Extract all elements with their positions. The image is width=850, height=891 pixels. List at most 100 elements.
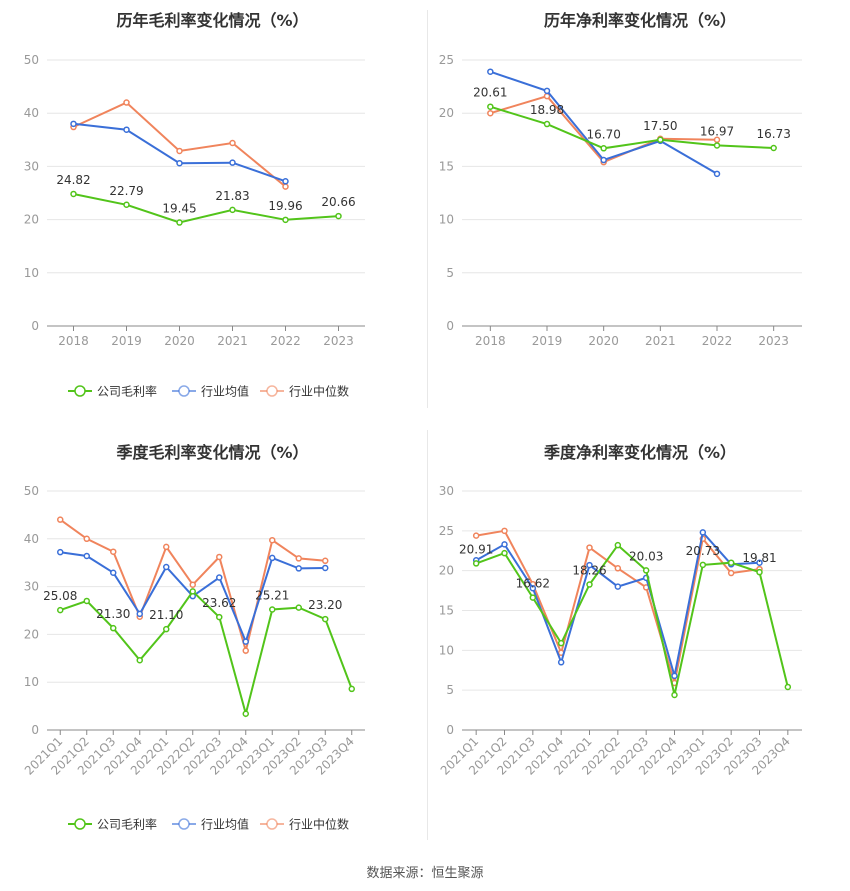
data-point [282,183,289,190]
data-point [269,554,276,562]
data-point [501,549,508,557]
x-tick-label: 2020 [164,334,195,348]
x-tick-label: 2020 [588,334,619,348]
y-tick-label: 20 [24,627,39,641]
legend-marker [266,385,278,397]
data-point [529,584,537,592]
y-tick-label: 30 [439,484,454,498]
vertical-divider-top [427,10,428,408]
y-tick-label: 50 [24,53,39,67]
data-point [83,535,90,543]
data-label: 25.08 [43,589,77,603]
data-point [501,541,508,548]
data-label: 23.62 [202,596,236,610]
data-label: 21.10 [149,608,183,622]
series-line-0 [59,589,353,718]
legend-marker [266,818,278,830]
legend-label: 行业中位数 [289,384,349,399]
vertical-divider-bottom [427,430,428,840]
data-point [189,588,196,595]
y-tick-label: 10 [439,213,454,227]
data-point [295,604,302,611]
data-label: 18.98 [530,103,564,117]
data-point [295,555,302,562]
x-tick-label: 2021 [217,334,248,348]
data-point [543,87,551,95]
y-tick-label: 20 [24,213,39,227]
data-point [642,567,650,574]
data-point [472,560,480,567]
data-point [70,190,77,198]
data-point [70,120,77,128]
data-label: 16.73 [756,127,790,141]
data-point [163,543,170,551]
y-tick-label: 5 [446,266,454,280]
data-point [136,610,143,618]
legend-marker [178,818,190,830]
y-tick-label: 25 [439,53,454,67]
data-point [229,139,236,147]
legend-label: 公司毛利率 [97,384,157,399]
data-point [322,557,329,565]
legend-label: 公司毛利率 [97,817,157,832]
data-point [269,536,276,544]
data-point [699,529,707,536]
data-point [57,516,64,523]
data-point [727,559,735,566]
data-point [110,624,117,632]
series-line-0 [475,543,789,696]
series-line-0 [490,105,774,150]
data-label: 22.79 [109,184,143,198]
data-label: 21.30 [96,607,130,621]
x-tick-label: 2018 [475,334,506,348]
data-point [727,569,735,577]
data-point [110,569,117,576]
data-point [756,559,763,566]
series-line-2 [73,101,287,188]
data-point [282,216,289,224]
data-point [295,565,302,572]
data-point [83,552,90,560]
x-tick-label: 2023 [758,334,789,348]
data-point [269,606,276,613]
data-label: 20.91 [459,542,493,556]
data-point [242,647,249,654]
y-tick-label: 15 [439,604,454,618]
y-tick-label: 10 [439,643,454,657]
data-label: 23.20 [308,598,342,612]
data-point [671,672,678,680]
data-point [123,201,130,209]
y-tick-label: 15 [439,159,454,173]
data-point [229,206,236,214]
data-point [242,638,249,645]
data-label: 17.50 [643,119,677,133]
data-point [713,170,721,178]
data-point [335,212,342,220]
data-point [487,109,494,117]
y-tick-label: 20 [439,564,454,578]
data-point [348,685,355,693]
y-tick-label: 10 [24,675,39,689]
data-source-note: 数据来源：恒生聚源 [366,866,484,881]
data-point [487,68,494,75]
data-point [543,120,551,128]
data-label: 24.82 [56,173,90,187]
data-label: 16.97 [700,124,734,138]
y-tick-label: 10 [24,266,39,280]
data-label: 19.45 [162,202,196,216]
data-point [322,564,329,572]
data-point [614,583,622,590]
x-tick-label: 2019 [111,334,142,348]
data-label: 19.81 [742,551,776,565]
y-tick-label: 40 [24,106,39,120]
quarterly-net-margin-chart: 季度净利率变化情况（%）0510152025302021Q12021Q22021… [438,443,802,778]
data-point [282,178,289,185]
y-tick-label: 5 [446,683,454,697]
data-label: 19.96 [268,199,302,213]
data-point [614,565,622,572]
data-point [614,541,622,549]
data-point [487,103,494,110]
x-tick-label: 2018 [58,334,89,348]
data-point [657,136,664,144]
